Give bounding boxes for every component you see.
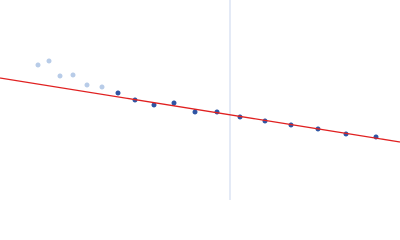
data-point — [35, 62, 41, 68]
data-point — [99, 84, 105, 90]
data-point — [151, 102, 157, 108]
data-point — [57, 73, 63, 79]
chart — [0, 0, 400, 200]
data-point — [115, 90, 121, 96]
data-point — [171, 100, 177, 106]
data-point — [46, 58, 52, 64]
data-point — [84, 82, 90, 88]
fit-line — [0, 77, 400, 143]
data-point — [192, 109, 198, 115]
data-point — [70, 72, 76, 78]
